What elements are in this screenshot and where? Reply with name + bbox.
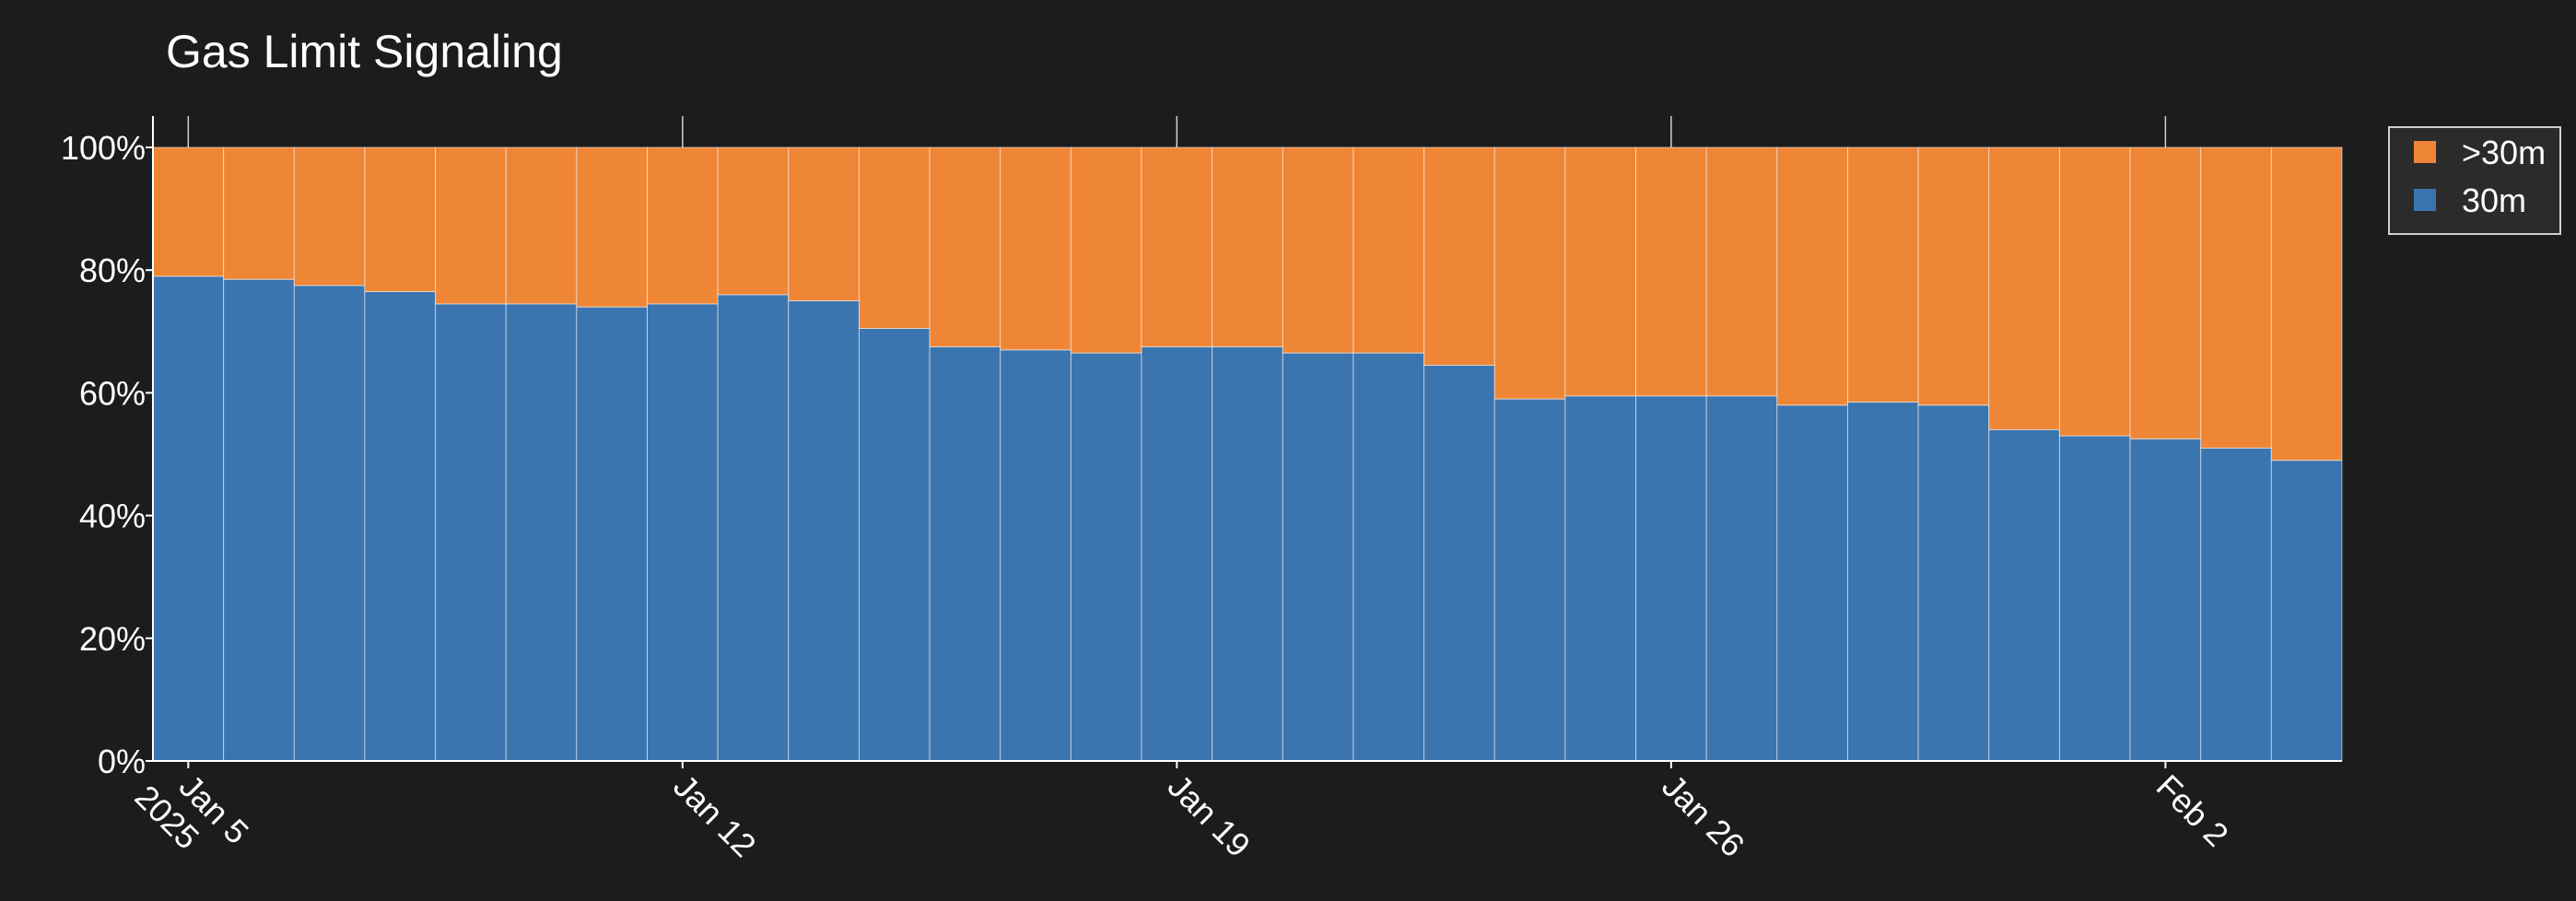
y-tick-label: 100%	[61, 129, 146, 167]
bar-30m-2025-01-07[interactable]	[293, 285, 366, 762]
bar-gt30m-2025-01-28[interactable]	[1776, 146, 1848, 406]
bar-gt30m-2025-01-31[interactable]	[1988, 146, 2060, 430]
bar-gt30m-2025-01-29[interactable]	[1846, 146, 1919, 403]
y-tick-label: 40%	[79, 497, 146, 535]
x-tick-label: Jan 12	[666, 767, 763, 864]
x-tick-label: Jan 26	[1655, 767, 1751, 864]
bar-gt30m-2025-01-15[interactable]	[858, 146, 931, 329]
bar-gt30m-2025-02-02[interactable]	[2129, 146, 2202, 439]
bar-gt30m-2025-01-12[interactable]	[647, 146, 719, 305]
bar-gt30m-2025-01-06[interactable]	[223, 146, 295, 280]
bar-gt30m-2025-01-24[interactable]	[1493, 146, 1566, 400]
bar-30m-2025-01-24[interactable]	[1493, 398, 1566, 762]
legend-swatch-gt30m[interactable]	[2414, 141, 2436, 163]
bar-gt30m-2025-01-08[interactable]	[364, 146, 437, 293]
bar-30m-2025-02-03[interactable]	[2200, 447, 2272, 762]
bar-gt30m-2025-01-27[interactable]	[1705, 146, 1778, 397]
bar-30m-2025-01-14[interactable]	[788, 300, 860, 762]
x-tick-label-line: Jan 12	[666, 767, 763, 864]
legend[interactable]: >30m 30m	[2388, 126, 2561, 235]
bar-gt30m-2025-01-25[interactable]	[1564, 146, 1637, 397]
x-tick-label-line: Feb 2	[2149, 767, 2236, 854]
bar-30m-2025-01-23[interactable]	[1423, 364, 1495, 762]
legend-swatch-30m[interactable]	[2414, 189, 2436, 211]
bar-30m-2025-01-05[interactable]	[152, 275, 225, 762]
bar-gt30m-2025-01-13[interactable]	[717, 146, 790, 296]
bar-30m-2025-01-17[interactable]	[1000, 349, 1071, 762]
x-tick-label-line: Jan 26	[1655, 767, 1751, 864]
bar-30m-2025-01-21[interactable]	[1282, 352, 1354, 762]
bar-30m-2025-01-26[interactable]	[1635, 395, 1707, 762]
bar-gt30m-2025-01-11[interactable]	[576, 146, 649, 308]
bar-30m-2025-02-04[interactable]	[2270, 460, 2343, 762]
bar-30m-2025-01-13[interactable]	[717, 294, 790, 762]
bar-gt30m-2025-01-17[interactable]	[1000, 146, 1071, 351]
bar-30m-2025-01-11[interactable]	[576, 306, 649, 762]
x-tick-label: Feb 2	[2149, 767, 2236, 854]
bar-30m-2025-01-28[interactable]	[1776, 404, 1848, 762]
bar-gt30m-2025-01-19[interactable]	[1141, 146, 1213, 347]
bar-30m-2025-01-12[interactable]	[647, 303, 719, 762]
bar-gt30m-2025-01-26[interactable]	[1635, 146, 1707, 397]
bar-gt30m-2025-01-05[interactable]	[152, 146, 225, 277]
y-tick-label: 0%	[98, 743, 146, 780]
bar-30m-2025-01-19[interactable]	[1141, 345, 1213, 762]
bar-30m-2025-01-22[interactable]	[1352, 352, 1425, 762]
bar-30m-2025-01-18[interactable]	[1070, 352, 1142, 762]
bar-30m-2025-01-09[interactable]	[435, 303, 507, 762]
bar-30m-2025-01-08[interactable]	[364, 291, 437, 762]
bar-gt30m-2025-01-09[interactable]	[435, 146, 507, 305]
bars-group	[152, 146, 2343, 762]
x-tick-label: Jan 19	[1161, 767, 1258, 864]
bar-30m-2025-01-20[interactable]	[1212, 345, 1283, 762]
bar-30m-2025-01-06[interactable]	[223, 278, 295, 762]
bar-30m-2025-01-15[interactable]	[858, 327, 931, 762]
bar-gt30m-2025-02-01[interactable]	[2058, 146, 2131, 437]
bar-30m-2025-02-01[interactable]	[2058, 435, 2131, 762]
x-tick-label: Jan 52025	[128, 750, 256, 878]
bar-gt30m-2025-01-21[interactable]	[1282, 146, 1354, 354]
bar-30m-2025-01-31[interactable]	[1988, 428, 2060, 762]
bar-30m-2025-01-29[interactable]	[1846, 401, 1919, 762]
bar-30m-2025-01-27[interactable]	[1705, 395, 1778, 762]
bar-30m-2025-01-25[interactable]	[1564, 395, 1637, 762]
bar-gt30m-2025-02-03[interactable]	[2200, 146, 2272, 449]
bar-30m-2025-01-16[interactable]	[929, 345, 1001, 762]
bar-gt30m-2025-01-07[interactable]	[293, 146, 366, 287]
bar-30m-2025-02-02[interactable]	[2129, 438, 2202, 762]
y-tick-label: 60%	[79, 374, 146, 412]
bar-gt30m-2025-01-30[interactable]	[1917, 146, 1990, 406]
y-tick-label: 20%	[79, 620, 146, 658]
bar-gt30m-2025-01-16[interactable]	[929, 146, 1001, 347]
bar-gt30m-2025-01-10[interactable]	[505, 146, 578, 305]
bar-gt30m-2025-02-04[interactable]	[2270, 146, 2343, 462]
legend-label-gt30m[interactable]: >30m	[2462, 134, 2546, 171]
bar-gt30m-2025-01-14[interactable]	[788, 146, 860, 301]
chart-title: Gas Limit Signaling	[166, 26, 563, 77]
legend-label-30m[interactable]: 30m	[2462, 181, 2526, 219]
x-tick-label-line: Jan 19	[1161, 767, 1258, 864]
bar-gt30m-2025-01-23[interactable]	[1423, 146, 1495, 366]
bar-gt30m-2025-01-20[interactable]	[1212, 146, 1283, 347]
bar-gt30m-2025-01-18[interactable]	[1070, 146, 1142, 354]
bar-30m-2025-01-30[interactable]	[1917, 404, 1990, 762]
bar-gt30m-2025-01-22[interactable]	[1352, 146, 1425, 354]
y-tick-label: 80%	[79, 252, 146, 289]
bar-30m-2025-01-10[interactable]	[505, 303, 578, 762]
